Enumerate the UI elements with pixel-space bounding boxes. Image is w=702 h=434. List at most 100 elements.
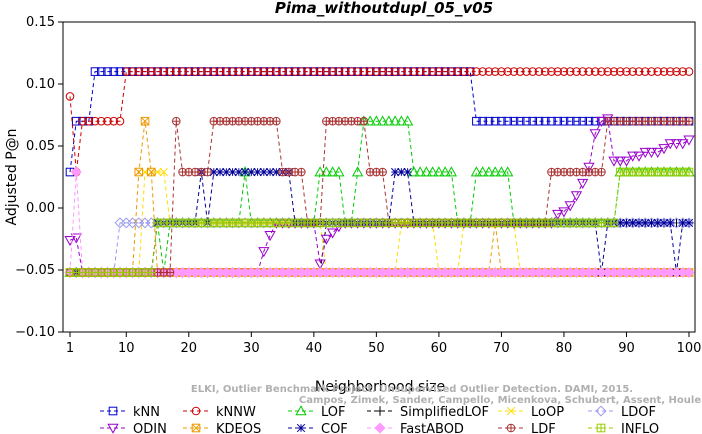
data-point-knnw xyxy=(459,67,469,76)
data-point-lof xyxy=(314,166,326,177)
data-point-cof xyxy=(234,167,243,177)
data-point-knnw xyxy=(472,67,481,76)
data-point-inflo xyxy=(609,218,619,228)
legend-label-inflo: INFLO xyxy=(621,422,659,434)
legend-label-knnw: kNNW xyxy=(216,405,256,420)
data-point-knn xyxy=(509,116,519,126)
data-point-knnw xyxy=(665,67,675,76)
data-point-knnw xyxy=(359,67,369,76)
data-point-knn xyxy=(497,116,506,126)
data-point-lof xyxy=(320,166,333,177)
data-point-odin xyxy=(552,209,564,221)
data-point-odin xyxy=(314,259,326,270)
data-point-knnw xyxy=(134,67,144,76)
data-point-lof xyxy=(502,166,514,177)
legend-item-simplifiedlof: SimplifiedLOF xyxy=(367,405,489,420)
data-point-ldf xyxy=(378,167,387,177)
data-point-knnw xyxy=(347,67,356,76)
data-point-knn xyxy=(115,67,125,76)
data-point-knnw xyxy=(659,67,669,76)
data-point-knnw xyxy=(528,67,537,76)
data-point-odin xyxy=(639,147,651,159)
data-point-cof xyxy=(253,167,262,177)
data-point-lof xyxy=(401,115,414,126)
data-point-knnw xyxy=(228,67,237,76)
data-point-lof xyxy=(376,115,389,126)
data-point-lof xyxy=(470,166,483,177)
data-point-knnw xyxy=(234,67,244,76)
data-point-knnw xyxy=(197,67,206,76)
data-point-knnw xyxy=(428,67,437,76)
data-point-knn xyxy=(109,67,119,76)
data-point-knnw xyxy=(615,67,625,76)
data-point-knnw xyxy=(153,67,162,76)
axes: 1 10 20 30 40 50 60 70 80 90 100 −0.10 −0.05 0.00 0.05… xyxy=(15,15,701,356)
data-point-knn xyxy=(565,116,575,126)
legend-item-ldf: LDF xyxy=(498,422,556,434)
series-line-odin xyxy=(69,117,690,273)
data-point-knnw xyxy=(547,67,556,76)
data-point-knnw xyxy=(415,67,425,76)
data-point-knnw xyxy=(559,67,569,76)
data-point-ldf xyxy=(165,268,175,277)
plot-frame xyxy=(62,21,696,333)
data-point-lof xyxy=(420,166,433,177)
data-point-knnw xyxy=(534,67,544,76)
data-point-knn xyxy=(522,116,531,126)
x-tick-label: 40 xyxy=(306,341,323,356)
legend-item-kdeos: KDEOS xyxy=(183,422,261,434)
data-point-knnw xyxy=(284,67,294,76)
data-point-knn xyxy=(103,67,112,76)
data-point-knnw xyxy=(484,67,494,76)
data-point-kdeos xyxy=(134,167,144,177)
data-point-fastabod xyxy=(683,266,695,278)
data-point-knn xyxy=(584,116,594,126)
data-point-knnw xyxy=(115,116,125,126)
data-point-lof xyxy=(426,166,439,177)
data-point-odin xyxy=(620,156,633,167)
data-point-knn xyxy=(515,116,525,126)
x-tick-label: 70 xyxy=(493,341,510,356)
data-point-knnw xyxy=(390,67,400,76)
data-point-knn xyxy=(534,116,544,126)
legend-item-odin: ODIN xyxy=(100,422,167,434)
data-point-knnw xyxy=(78,116,87,126)
data-point-knnw xyxy=(553,67,562,76)
legend-item-ldof: LDOF xyxy=(588,405,656,420)
data-point-cof xyxy=(634,218,644,228)
data-point-lof xyxy=(477,166,489,177)
data-point-knnw xyxy=(215,67,225,76)
data-point-knnw xyxy=(409,67,419,76)
data-point-lof xyxy=(333,166,345,177)
legend-marker-odin xyxy=(107,423,119,434)
x-tick-label: 10 xyxy=(118,341,135,356)
data-point-odin xyxy=(70,233,82,244)
data-point-knn xyxy=(553,116,562,126)
y-tick-label: 0.15 xyxy=(26,15,55,30)
data-point-knnw xyxy=(309,67,319,76)
data-point-kdeos xyxy=(146,167,156,177)
legend-marker-kdeos xyxy=(191,423,201,433)
data-point-odin xyxy=(627,151,639,162)
data-point-knnw xyxy=(584,67,594,76)
data-point-knnw xyxy=(672,67,681,76)
data-point-knnw xyxy=(240,67,250,76)
data-point-lof xyxy=(495,166,508,177)
data-point-knnw xyxy=(328,67,337,76)
x-tick-label: 20 xyxy=(181,341,198,356)
x-tick-label: 60 xyxy=(431,341,448,356)
data-point-knnw xyxy=(603,67,613,76)
data-point-knnw xyxy=(65,92,75,101)
data-point-odin xyxy=(614,156,626,167)
data-point-knnw xyxy=(434,67,444,76)
data-point-knn xyxy=(90,67,100,76)
data-point-knnw xyxy=(353,67,362,76)
legend: kNN kNNW LOF SimplifiedLOF LoOP LDOF ODIN KDEOS… xyxy=(100,405,659,434)
x-tick-label: 90 xyxy=(618,341,635,356)
chart-title: Pima_withoutdupl_05_v05 xyxy=(275,0,493,17)
data-point-cof xyxy=(403,167,412,177)
data-point-knnw xyxy=(365,67,375,76)
data-point-odin xyxy=(589,129,601,140)
data-point-knnw xyxy=(447,67,456,76)
data-point-ldf xyxy=(272,116,281,126)
